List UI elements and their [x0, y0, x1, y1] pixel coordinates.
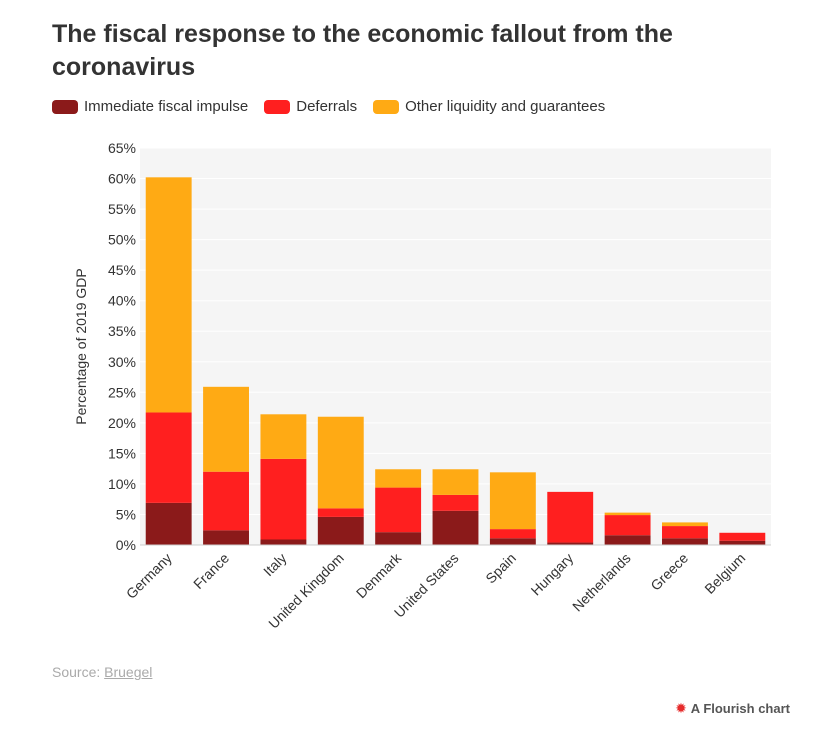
bar-united-states-deferrals[interactable] [432, 494, 479, 511]
bar-netherlands-immediate-fiscal-impulse[interactable] [604, 535, 651, 545]
y-axis-label: Percentage of 2019 GDP [73, 268, 89, 424]
bar-denmark-immediate-fiscal-impulse[interactable] [375, 532, 422, 545]
legend-swatch-immediate-fiscal-impulse [52, 99, 78, 114]
bar-france-other-liquidity-and-guarantees[interactable] [203, 386, 249, 472]
y-tick-label: 15% [108, 445, 136, 461]
legend-item-deferrals[interactable]: Deferrals [264, 98, 357, 115]
bar-belgium-immediate-fiscal-impulse[interactable] [719, 540, 766, 545]
x-tick-label: Spain [482, 550, 519, 587]
bar-united-kingdom-other-liquidity-and-guarantees[interactable] [317, 416, 364, 509]
x-tick-label: Hungary [528, 550, 577, 599]
x-tick-label: Italy [260, 550, 289, 579]
y-tick-label: 35% [108, 323, 136, 339]
bar-germany-deferrals[interactable] [145, 412, 192, 503]
x-tick-label: Belgium [701, 550, 748, 597]
legend: Immediate fiscal impulse Deferrals Other… [52, 98, 621, 115]
bar-italy-deferrals[interactable] [260, 458, 307, 540]
bar-france-immediate-fiscal-impulse[interactable] [203, 530, 249, 545]
y-tick-label: 60% [108, 171, 136, 187]
bar-greece-other-liquidity-and-guarantees[interactable] [662, 522, 708, 527]
bar-hungary-deferrals[interactable] [547, 491, 594, 543]
x-tick-label: Greece [647, 550, 691, 594]
y-tick-label: 50% [108, 232, 136, 248]
bar-germany-other-liquidity-and-guarantees[interactable] [145, 177, 192, 413]
flourish-credit[interactable]: ✹ A Flourish chart [675, 700, 790, 717]
stacked-bar-chart: 0% 5% 10% 15% 20% 25% 30% 35% 40% 45% 50% 55% 60% 65%… [73, 140, 771, 632]
x-tick-label: Netherlands [569, 550, 634, 615]
x-tick-label: Germany [123, 550, 175, 602]
bar-united-states-immediate-fiscal-impulse[interactable] [432, 510, 479, 545]
y-tick-label: 10% [108, 476, 136, 492]
y-tick-label: 55% [108, 201, 136, 217]
legend-swatch-deferrals [264, 99, 291, 114]
legend-label: Immediate fiscal impulse [84, 98, 249, 115]
y-tick-label: 5% [116, 506, 136, 522]
bar-spain-deferrals[interactable] [489, 529, 536, 539]
bar-france-deferrals[interactable] [203, 471, 249, 531]
y-tick-label: 45% [108, 262, 136, 278]
y-tick-label: 40% [108, 293, 136, 309]
source-prefix: Source: [52, 664, 101, 680]
x-tick-label: France [190, 550, 232, 592]
bar-germany-immediate-fiscal-impulse[interactable] [145, 502, 192, 545]
bar-denmark-other-liquidity-and-guarantees[interactable] [375, 469, 422, 488]
bar-spain-other-liquidity-and-guarantees[interactable] [489, 472, 536, 530]
chart-title: The fiscal response to the economic fall… [52, 20, 673, 81]
y-tick-label: 0% [116, 537, 136, 553]
bar-netherlands-deferrals[interactable] [604, 515, 651, 536]
bar-netherlands-other-liquidity-and-guarantees[interactable] [604, 512, 651, 516]
legend-label: Other liquidity and guarantees [405, 98, 606, 115]
flourish-icon: ✹ [675, 700, 687, 716]
bar-hungary-immediate-fiscal-impulse[interactable] [547, 542, 594, 545]
bar-greece-deferrals[interactable] [662, 526, 708, 539]
legend-swatch-other-liquidity [373, 99, 400, 114]
y-tick-label: 65% [108, 140, 136, 156]
y-tick-label: 30% [108, 354, 136, 370]
legend-label: Deferrals [296, 98, 358, 115]
credit-label: A Flourish chart [690, 701, 790, 716]
bar-spain-immediate-fiscal-impulse[interactable] [489, 538, 536, 545]
bar-belgium-deferrals[interactable] [719, 532, 766, 541]
legend-item-immediate-fiscal-impulse[interactable]: Immediate fiscal impulse [52, 98, 248, 115]
bar-italy-immediate-fiscal-impulse[interactable] [260, 539, 307, 545]
bar-united-kingdom-deferrals[interactable] [317, 508, 364, 517]
x-tick-label: Denmark [353, 549, 405, 601]
bar-italy-other-liquidity-and-guarantees[interactable] [260, 414, 307, 459]
source-note: Source: Bruegel [52, 664, 152, 680]
y-tick-label: 20% [108, 415, 136, 431]
source-link[interactable]: Bruegel [104, 664, 153, 680]
bar-denmark-deferrals[interactable] [375, 487, 422, 533]
bar-united-kingdom-immediate-fiscal-impulse[interactable] [317, 516, 364, 545]
legend-item-other-liquidity[interactable]: Other liquidity and guarantees [373, 98, 605, 115]
y-tick-label: 25% [108, 384, 136, 400]
bar-united-states-other-liquidity-and-guarantees[interactable] [432, 469, 479, 495]
bar-greece-immediate-fiscal-impulse[interactable] [662, 538, 708, 545]
